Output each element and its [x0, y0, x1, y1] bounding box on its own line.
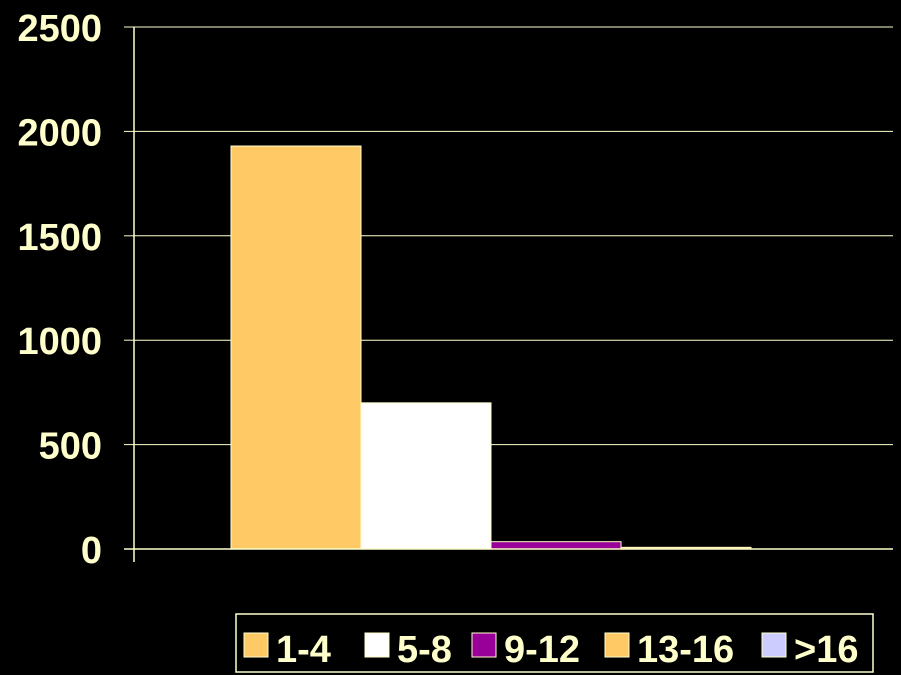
- bar-1-4: [230, 145, 362, 550]
- legend-swatch: [604, 632, 630, 658]
- y-tick-label: 500: [39, 426, 102, 468]
- legend-label: 9-12: [504, 629, 580, 671]
- y-tick-label: 2500: [17, 8, 102, 50]
- legend-swatch: [761, 632, 787, 658]
- legend-item-1-4: 1-4: [243, 629, 331, 671]
- legend-item-5-8: 5-8: [364, 629, 452, 671]
- bars: [230, 145, 752, 550]
- legend-label: 13-16: [637, 629, 734, 671]
- bar-5-8: [360, 402, 492, 550]
- legend-swatch: [243, 632, 269, 658]
- y-axis-tick-labels: 0 500 1000 1500 2000 2500: [17, 8, 102, 572]
- legend: 1-4 5-8 9-12 13-16 >16: [235, 613, 874, 673]
- y-tick-label: 2000: [17, 112, 102, 154]
- y-tick-label: 0: [81, 530, 102, 572]
- legend-item-9-12: 9-12: [471, 629, 580, 671]
- legend-label: >16: [794, 629, 858, 671]
- legend-box: [235, 613, 874, 673]
- legend-item-13-16: 13-16: [604, 629, 734, 671]
- axes: [124, 26, 893, 562]
- y-tick-label: 1500: [17, 217, 102, 259]
- legend-swatch: [364, 632, 390, 658]
- legend-swatch: [471, 632, 497, 658]
- legend-label: 1-4: [276, 629, 331, 671]
- legend-label: 5-8: [397, 629, 452, 671]
- legend-item->16: >16: [761, 629, 858, 671]
- y-tick-label: 1000: [17, 321, 102, 363]
- bar-9-12: [490, 541, 622, 550]
